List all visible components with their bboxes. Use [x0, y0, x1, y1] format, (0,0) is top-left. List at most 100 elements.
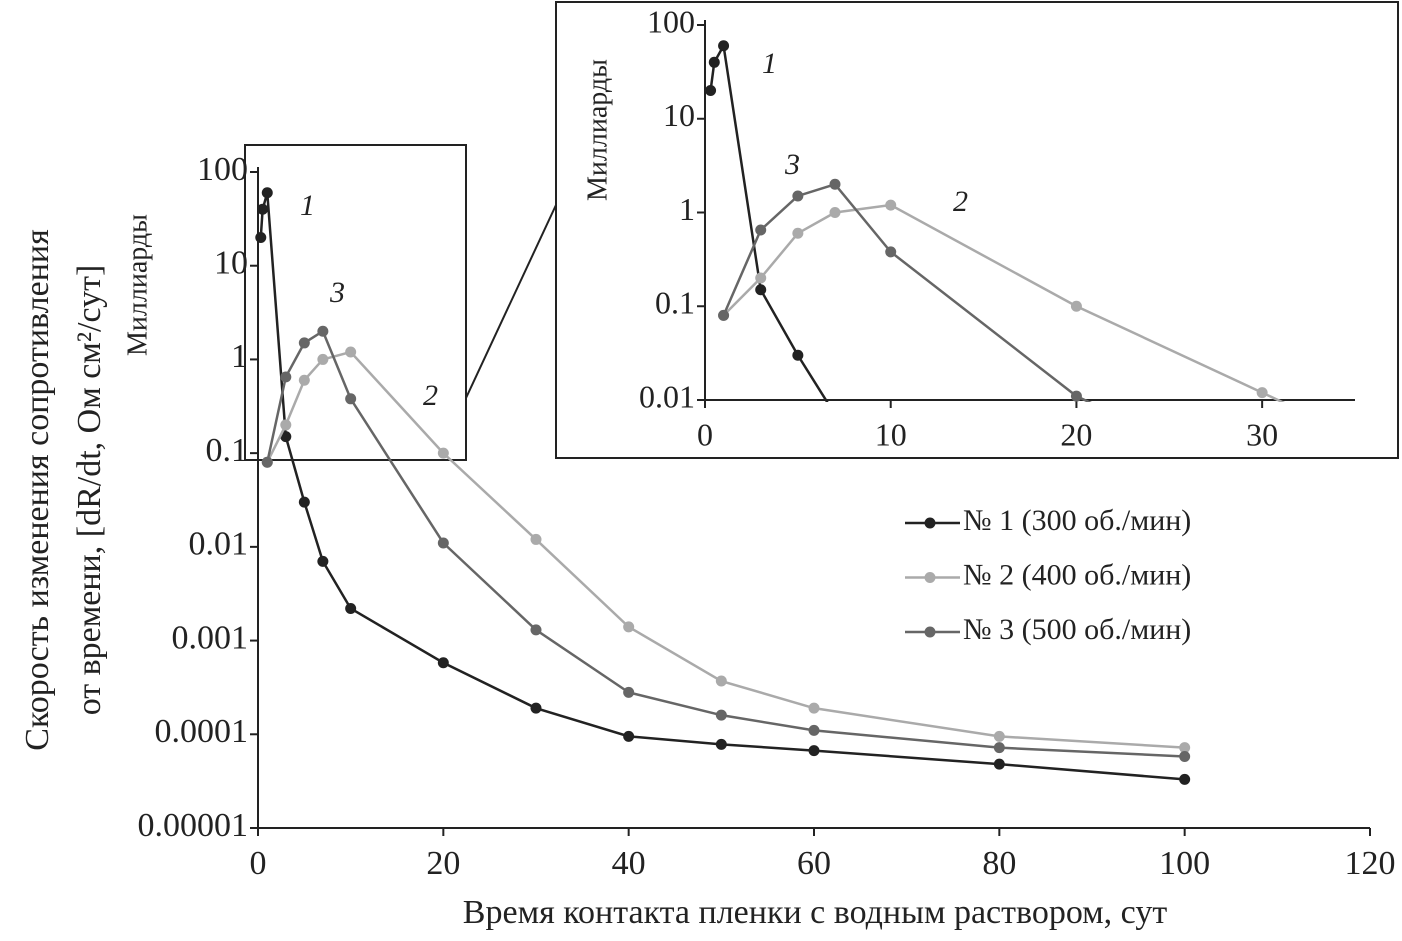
x-axis-title: Время контакта пленки с водным раствором… [463, 894, 1168, 931]
data-point [530, 533, 542, 545]
data-point [1070, 300, 1082, 312]
data-point [437, 447, 449, 459]
data-point [993, 758, 1005, 770]
data-point [792, 190, 804, 202]
data-point [808, 745, 820, 757]
series-line [722, 182, 1092, 402]
x-tick-label: 30 [1246, 416, 1278, 452]
x-tick-label: 80 [982, 845, 1016, 882]
data-point [530, 624, 542, 636]
series-annotation: 2 [953, 185, 968, 218]
series-annotation: 1 [300, 189, 315, 222]
data-point [298, 496, 310, 508]
series-annotation: 2 [423, 379, 438, 412]
series-annotation: 1 [762, 47, 777, 80]
data-point [993, 730, 1005, 742]
x-tick-label: 0 [250, 845, 267, 882]
y-tick-label: 0.001 [172, 619, 249, 656]
data-point [705, 85, 717, 97]
data-point [255, 232, 267, 244]
data-point [885, 246, 897, 258]
data-point [257, 203, 269, 215]
data-point [708, 56, 720, 68]
series-annotation: 3 [329, 276, 345, 309]
series-line [266, 329, 1185, 758]
series-line [709, 42, 829, 402]
data-point [1070, 390, 1082, 402]
data-point [715, 709, 727, 721]
data-point [437, 537, 449, 549]
y-axis-title: от времени, [dR/dt, Ом см²/сут] [71, 265, 108, 716]
series-line [266, 350, 1185, 749]
data-point [808, 724, 820, 736]
data-point [623, 686, 635, 698]
x-tick-label: 100 [1159, 845, 1210, 882]
data-point [317, 555, 329, 567]
data-point [718, 40, 730, 52]
x-tick-label: 0 [697, 416, 713, 452]
data-point [317, 325, 329, 337]
data-point [718, 309, 730, 321]
y-tick-label: 10 [214, 245, 248, 282]
data-point [1179, 773, 1191, 785]
y-axis-title: Скорость изменения сопротивления [19, 229, 56, 751]
y-tick-label: 0.00001 [138, 807, 249, 844]
x-tick-label: 40 [612, 845, 646, 882]
x-tick-label: 60 [797, 845, 831, 882]
data-point [345, 602, 357, 614]
data-point [261, 456, 273, 468]
data-point [280, 371, 292, 383]
data-point [298, 337, 310, 349]
data-point [993, 742, 1005, 754]
y-tick-label: 0.01 [189, 526, 249, 563]
data-point [1179, 742, 1191, 754]
data-point [345, 346, 357, 358]
y-tick-label: 1 [231, 338, 248, 375]
x-tick-label: 120 [1345, 845, 1396, 882]
data-point [715, 675, 727, 687]
data-point [1257, 478, 1268, 489]
data-point [261, 187, 273, 199]
inset-unit-note: Миллиарды [582, 59, 613, 201]
data-point [755, 224, 767, 236]
data-point [280, 431, 292, 443]
y-tick-label: 0.1 [206, 432, 249, 469]
unit-note: Миллиарды [122, 214, 153, 356]
data-point [345, 393, 357, 405]
legend-marker [924, 517, 936, 529]
series-annotation: 3 [784, 148, 800, 181]
legend-label: № 3 (500 об./мин) [963, 613, 1191, 646]
data-point [755, 272, 767, 284]
series-line [722, 203, 1286, 402]
y-tick-label: 1 [679, 191, 695, 227]
data-point [829, 178, 841, 190]
data-point [829, 207, 841, 218]
data-point [715, 738, 727, 750]
data-point [298, 374, 310, 386]
legend-label: № 1 (300 об./мин) [963, 504, 1191, 537]
plot-area [255, 187, 1191, 785]
data-point [623, 730, 635, 742]
y-tick-label: 0.0001 [155, 713, 249, 750]
x-tick-label: 10 [875, 416, 907, 452]
data-point [317, 353, 329, 365]
y-tick-label: 100 [197, 151, 248, 188]
data-point [1179, 750, 1191, 762]
zoom-connector [465, 204, 557, 399]
data-point [792, 227, 804, 239]
inset-frame [555, 1, 1399, 459]
data-point [280, 419, 292, 431]
series-line [259, 192, 1185, 781]
x-tick-label: 20 [1060, 416, 1092, 452]
legend-marker [924, 572, 936, 583]
data-point [1257, 556, 1268, 567]
data-point [530, 702, 542, 714]
y-tick-label: 0.01 [639, 378, 695, 414]
zoom-region [244, 144, 467, 461]
plot-area [705, 40, 1286, 567]
data-point [792, 349, 804, 361]
y-tick-label: 10 [663, 97, 695, 133]
data-point [885, 199, 897, 211]
y-tick-label: 0.1 [655, 285, 695, 321]
